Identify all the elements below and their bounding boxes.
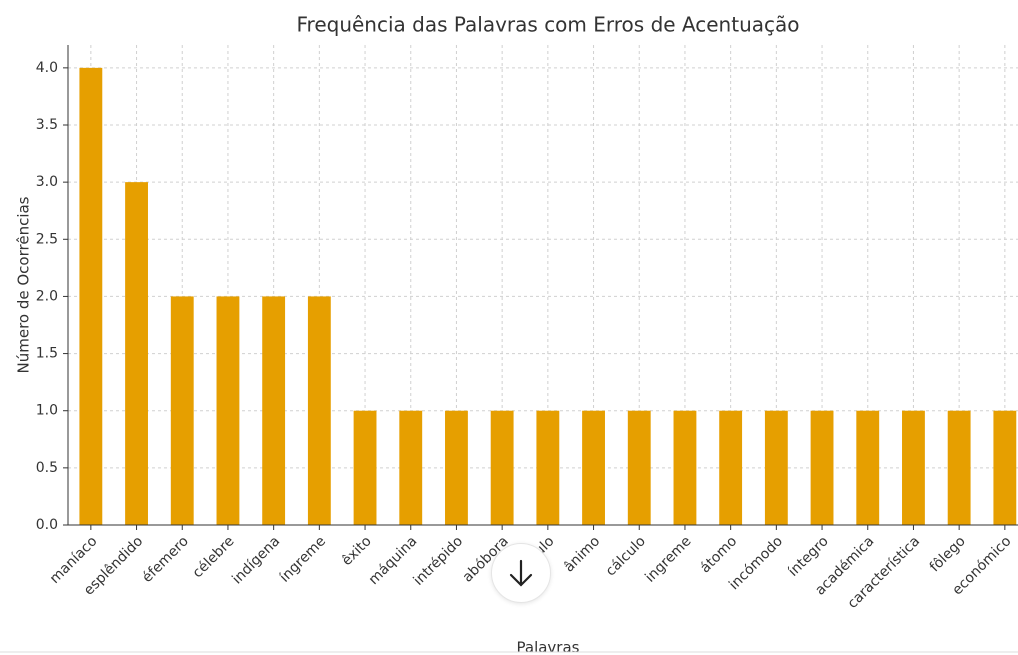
x-tick-label: íngreme bbox=[277, 533, 329, 585]
bar bbox=[353, 410, 377, 525]
bar bbox=[993, 410, 1017, 525]
bar bbox=[170, 296, 194, 525]
bar bbox=[399, 410, 423, 525]
bar bbox=[445, 410, 468, 525]
x-tick-label: indígena bbox=[229, 533, 283, 587]
bar bbox=[627, 410, 651, 525]
chart-title: Frequência das Palavras com Erros de Ace… bbox=[296, 13, 799, 37]
bar bbox=[307, 296, 331, 525]
bar bbox=[673, 410, 697, 525]
bar bbox=[856, 410, 880, 525]
y-axis-label: Número de Ocorrências bbox=[15, 196, 33, 373]
x-tick-label: átomo bbox=[697, 533, 740, 576]
bar bbox=[902, 410, 925, 525]
bar bbox=[810, 410, 834, 525]
arrow-icon bbox=[509, 559, 533, 587]
x-tick-label: íntegro bbox=[785, 533, 832, 580]
bar bbox=[262, 296, 286, 525]
y-tick-label: 3.5 bbox=[36, 117, 58, 133]
x-tick-label: éfemero bbox=[139, 533, 192, 586]
y-tick-label: 1.0 bbox=[36, 403, 58, 419]
y-tick-label: 3.0 bbox=[36, 174, 58, 190]
x-tick-label: ânimo bbox=[561, 533, 603, 575]
x-tick-label: ingreme bbox=[642, 533, 694, 585]
x-tick-label: cálculo bbox=[603, 533, 649, 579]
bar bbox=[947, 410, 971, 525]
bar bbox=[719, 410, 743, 525]
y-tick-label: 1.5 bbox=[36, 346, 58, 362]
bar bbox=[536, 410, 560, 525]
bar bbox=[216, 296, 240, 525]
bar bbox=[125, 182, 148, 525]
x-tick-label: intrépido bbox=[411, 533, 467, 589]
x-tick-label: êxito bbox=[339, 533, 375, 569]
bar bbox=[79, 67, 103, 525]
bar bbox=[582, 410, 605, 525]
y-tick-label: 0.0 bbox=[36, 517, 58, 533]
bar bbox=[490, 410, 514, 525]
y-tick-label: 2.5 bbox=[36, 231, 58, 247]
x-axis-label: Palavras bbox=[517, 639, 580, 655]
scroll-down-button[interactable] bbox=[491, 543, 551, 603]
y-tick-label: 2.0 bbox=[36, 288, 58, 304]
bar bbox=[764, 410, 788, 525]
y-tick-label: 4.0 bbox=[36, 60, 58, 76]
y-tick-label: 0.5 bbox=[36, 460, 58, 476]
x-tick-label: fôlego bbox=[927, 533, 969, 575]
